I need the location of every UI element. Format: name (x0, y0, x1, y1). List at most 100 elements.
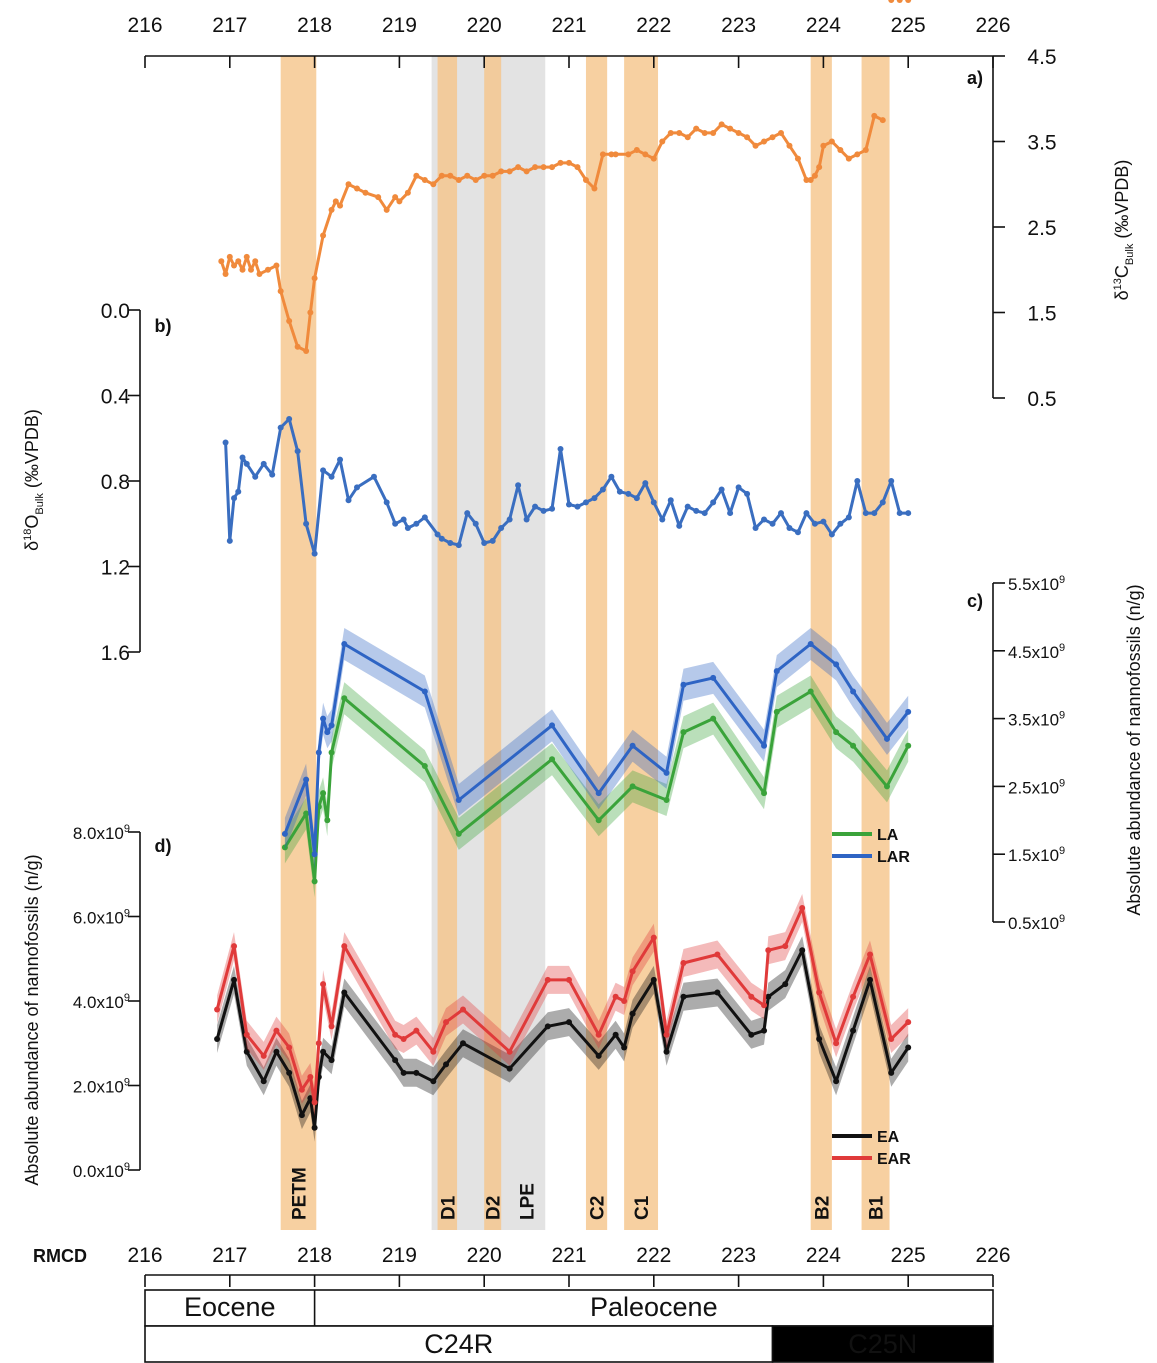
y-tick-exponent: 9 (1059, 574, 1065, 586)
ear-point (748, 993, 755, 1000)
lar-point (850, 688, 857, 695)
la-point (311, 878, 318, 885)
d13c-point (303, 347, 310, 354)
d18o-point (506, 516, 513, 523)
x-tick-label: 221 (551, 1244, 586, 1267)
d18o-point (392, 520, 399, 527)
y-tick-label-a: 1.5 (1027, 303, 1056, 326)
d18o-point (252, 473, 259, 480)
la-confidence-band (284, 675, 909, 898)
la-point (807, 688, 814, 695)
panel-tag-d: d) (155, 836, 172, 856)
d13c-point (816, 164, 823, 171)
d18o-point (231, 495, 238, 502)
ylabel-sub: Bulk (34, 493, 46, 515)
d13c-point (659, 138, 666, 145)
d18o-point (235, 488, 242, 495)
ear-point (595, 1031, 602, 1038)
d18o-point (650, 499, 657, 506)
legends: LA LAR EA EAR (832, 827, 911, 1168)
ear-point (761, 1002, 768, 1009)
d18o-point (744, 490, 751, 497)
d18o-point (727, 510, 734, 517)
d13c-point (218, 258, 225, 265)
lar-point (281, 830, 288, 837)
y-tick-label-d: 8.0x109 (73, 823, 130, 843)
d13c-point (807, 176, 814, 183)
d18o-point (752, 525, 759, 532)
d18o-point (625, 490, 632, 497)
la-point (455, 830, 462, 837)
band-label-lpe: LPE (518, 1183, 539, 1220)
d18o-point (879, 499, 886, 506)
ea-point (867, 976, 874, 983)
band-label-b2: B2 (812, 1196, 833, 1220)
ear-point (315, 1040, 322, 1047)
d13c-point (540, 164, 547, 171)
x-tick-label: 224 (806, 14, 841, 37)
panel-tag-a: a) (967, 68, 983, 88)
d13c-point (307, 309, 314, 316)
band-label-d1: D1 (438, 1195, 459, 1220)
legend-d-label: EAR (877, 1151, 911, 1168)
d13c-point (896, 0, 903, 3)
d13c-point (481, 172, 488, 179)
lar-point (311, 851, 318, 858)
d18o-point (599, 486, 606, 493)
ea-point (621, 1044, 628, 1051)
axes: 216 217 218 219 220 221 222 223 224 225 226 216 217 2… (22, 14, 1144, 1287)
d13c-point (252, 258, 259, 265)
d18o-point (582, 499, 589, 506)
y-tick-label-b: 0.0 (101, 300, 130, 323)
ear-point (680, 959, 687, 966)
x-tick-label: 225 (891, 14, 926, 37)
lar-point (680, 681, 687, 688)
d18o-point (540, 507, 547, 514)
d18o-point (328, 473, 335, 480)
ear-point (850, 993, 857, 1000)
d18o-point (472, 520, 479, 527)
ea-point (307, 1095, 314, 1102)
d18o-point (286, 416, 293, 423)
x-tick-label: 223 (721, 1244, 756, 1267)
d13c-point (311, 275, 318, 282)
panel-tag-b: b) (155, 316, 172, 336)
lar-point (455, 796, 462, 803)
x-tick-label: 226 (975, 14, 1010, 37)
epoch-bar (144, 1289, 994, 1327)
ea-point (905, 1044, 912, 1051)
d13c-point (744, 134, 751, 141)
d13c-point (332, 198, 339, 205)
d13c-point (273, 262, 280, 269)
d13c-point (803, 176, 810, 183)
d13c-point (256, 271, 263, 278)
x-tick-label: 219 (382, 14, 417, 37)
d18o-point (337, 456, 344, 463)
legend-c-label: LA (877, 827, 899, 844)
d18o-point (239, 454, 246, 461)
orange-band-c1 (624, 56, 659, 1230)
ear-point (320, 981, 327, 988)
y-tick-label-d: 2.0x109 (73, 1077, 130, 1097)
d13c-point (718, 121, 725, 128)
y-tick-label-a: 2.5 (1027, 217, 1056, 240)
ear-point (460, 1006, 466, 1013)
ea-point (680, 993, 687, 1000)
d13c-point (392, 194, 399, 201)
x-tick-label: 218 (297, 14, 332, 37)
d13c-point (608, 151, 615, 158)
ear-point (400, 1036, 407, 1043)
ea-point (782, 981, 789, 988)
d18o-point (854, 478, 861, 484)
d18o-point (701, 510, 708, 517)
ea-point (320, 1048, 327, 1055)
chron-label-c25n: C25N (848, 1329, 917, 1359)
epoch-label-paleocene: Paleocene (590, 1292, 718, 1322)
orange-band-b1 (861, 56, 890, 1230)
ea-point (460, 1040, 466, 1047)
d18o-point (820, 518, 827, 525)
ea-point (714, 989, 721, 996)
d18o-point (523, 516, 530, 523)
lar-point (807, 641, 814, 648)
la-point (328, 749, 335, 756)
